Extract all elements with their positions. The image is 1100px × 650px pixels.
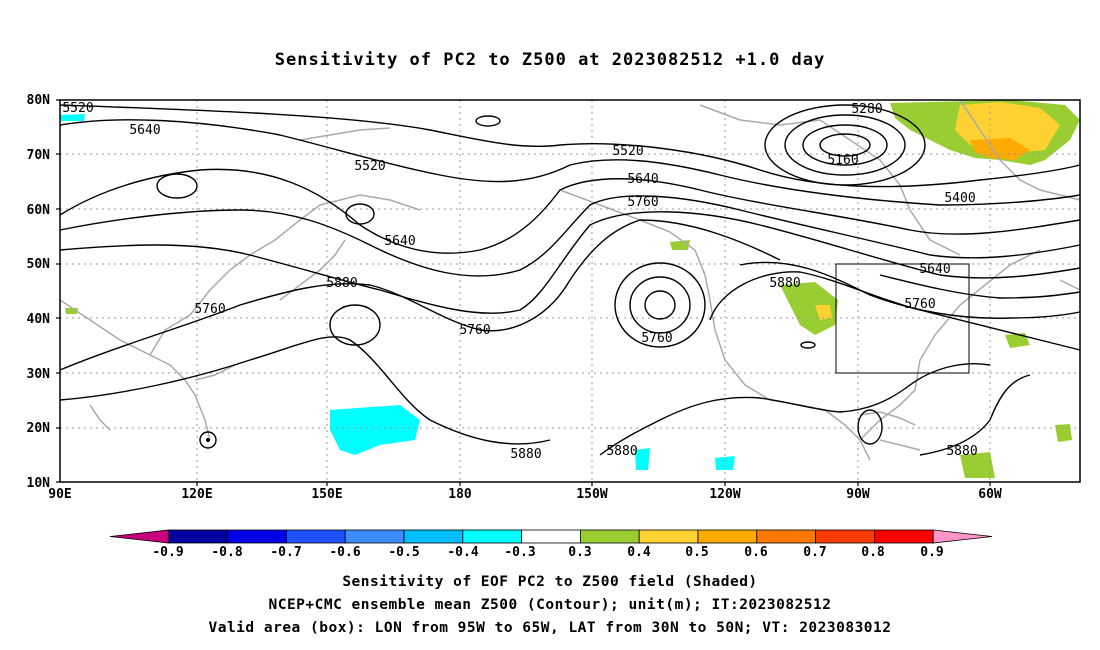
lon-label: 60W (978, 487, 1002, 502)
colorbar-segment (580, 529, 640, 544)
colorbar-end-high (932, 529, 993, 544)
z500-contours (59, 104, 1081, 456)
contour-label: 5760 (194, 302, 225, 317)
contour-label: 5280 (851, 102, 882, 117)
lon-label: 120E (181, 487, 212, 502)
colorbar-segment (815, 529, 875, 544)
contour-label: 5880 (769, 276, 800, 291)
contour-label: 5520 (354, 159, 385, 174)
sensitivity-shading (60, 100, 1080, 478)
map-frame (59, 99, 1081, 483)
colorbar-tick: 0.6 (744, 545, 768, 560)
lon-label: 120W (709, 487, 740, 502)
contour-label: 5640 (129, 123, 160, 138)
colorbar-tick: 0.8 (861, 545, 885, 560)
colorbar-tick: 0.3 (568, 545, 591, 560)
lon-label: 180 (448, 487, 472, 502)
contour-label: 5640 (627, 172, 658, 187)
lon-label: 150W (576, 487, 607, 502)
contour-label: 5760 (641, 331, 672, 346)
colorbar-tick: -0.8 (211, 545, 242, 560)
lat-label: 40N (27, 312, 51, 327)
colorbar-segment (227, 529, 287, 544)
colorbar-segment (521, 529, 581, 544)
lon-label: 90W (846, 487, 870, 502)
contour-label: 5760 (459, 323, 490, 338)
colorbar-segment (344, 529, 405, 544)
lat-label: 50N (27, 257, 51, 272)
colorbar-tick: 0.5 (685, 545, 708, 560)
latitude-labels: 80N 70N 60N 50N 40N 30N 20N 10N (27, 93, 51, 491)
longitude-labels: 90E 120E 150E 180 150W 120W 90W 60W (48, 487, 1002, 502)
lat-label: 80N (27, 93, 51, 108)
colorbar-segment (697, 529, 758, 544)
colorbar-ticks: -0.9 -0.8 -0.7 -0.6 -0.5 -0.4 -0.3 0.3 0… (152, 545, 943, 560)
colorbar-tick: 0.9 (920, 545, 943, 560)
lat-label: 10N (27, 476, 51, 491)
caption-contour: NCEP+CMC ensemble mean Z500 (Contour); u… (268, 597, 832, 613)
contour-label: 5400 (944, 191, 975, 206)
colorbar-tick: -0.4 (447, 545, 478, 560)
axis-ticks (56, 99, 991, 486)
caption-valid-area: Valid area (box): LON from 95W to 65W, L… (208, 620, 892, 636)
contour-label: 5640 (919, 262, 950, 277)
colorbar-segment (874, 529, 934, 544)
colorbar-segment (285, 529, 346, 544)
valid-area-box (835, 263, 970, 374)
colorbar-tick: 0.4 (627, 545, 651, 560)
lat-label: 60N (27, 203, 51, 218)
colorbar-segment (462, 529, 522, 544)
colorbar-segment (638, 529, 699, 544)
lon-label: 90E (48, 487, 71, 502)
contour-labels: 5520 5640 5520 5640 5760 5880 5760 5520 … (62, 101, 977, 462)
contour-label: 5520 (62, 101, 93, 116)
colorbar-segment (403, 529, 464, 544)
lat-label: 30N (27, 367, 51, 382)
colorbar (109, 529, 993, 544)
colorbar-tick: -0.7 (270, 545, 301, 560)
colorbar-tick: -0.6 (329, 545, 360, 560)
colorbar-tick: -0.3 (504, 545, 535, 560)
lat-label: 20N (27, 421, 51, 436)
contour-label: 5520 (612, 144, 643, 159)
map-title: Sensitivity of PC2 to Z500 at 2023082512… (274, 50, 826, 70)
lon-label: 150E (311, 487, 342, 502)
contour-label: 5160 (827, 153, 858, 168)
colorbar-segment (756, 529, 816, 544)
lat-label: 70N (27, 148, 51, 163)
contour-label: 5760 (627, 195, 658, 210)
contour-label: 5880 (326, 276, 357, 291)
contour-label: 5640 (384, 234, 415, 249)
colorbar-tick: -0.9 (152, 545, 183, 560)
caption-shading: Sensitivity of EOF PC2 to Z500 field (Sh… (342, 574, 758, 590)
colorbar-end-low (109, 529, 170, 544)
contour-label: 5880 (510, 447, 541, 462)
colorbar-segment (168, 529, 229, 544)
graticule (60, 100, 1080, 482)
contour-label: 5880 (606, 444, 637, 459)
contour-label: 5880 (946, 444, 977, 459)
colorbar-tick: -0.5 (388, 545, 419, 560)
colorbar-tick: 0.7 (803, 545, 826, 560)
contour-label: 5760 (904, 297, 935, 312)
